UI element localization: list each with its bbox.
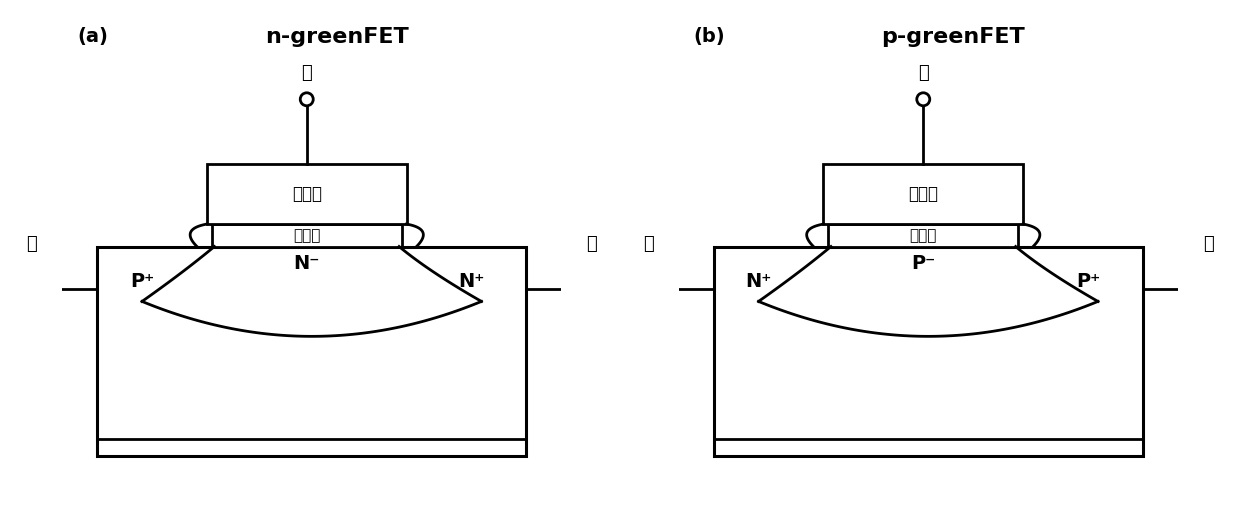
Circle shape	[916, 93, 930, 106]
Text: (a): (a)	[77, 27, 108, 46]
Text: 栊: 栊	[918, 64, 929, 82]
Bar	[212, 224, 402, 247]
Text: P⁺: P⁺	[1076, 272, 1100, 291]
Circle shape	[564, 238, 578, 250]
Bar	[714, 247, 1143, 456]
Text: p-greenFET: p-greenFET	[882, 27, 1025, 47]
Text: n-greenFET: n-greenFET	[265, 27, 408, 47]
Text: N⁻: N⁻	[294, 254, 320, 273]
Circle shape	[46, 238, 58, 250]
Text: 源: 源	[644, 235, 653, 253]
Bar	[207, 164, 407, 224]
Bar	[97, 247, 526, 456]
Bar	[823, 164, 1023, 224]
Text: P⁻: P⁻	[911, 254, 935, 273]
Text: 漏: 漏	[1203, 235, 1214, 253]
Text: N⁺: N⁺	[745, 272, 771, 291]
Text: 栊介质: 栊介质	[293, 228, 320, 243]
Text: 漏: 漏	[587, 235, 596, 253]
Text: 栊: 栊	[301, 64, 312, 82]
Circle shape	[662, 238, 676, 250]
Bar	[828, 224, 1018, 247]
Text: 栊电极: 栊电极	[908, 185, 939, 203]
Text: 源: 源	[26, 235, 37, 253]
Text: 栊介质: 栊介质	[910, 228, 937, 243]
Text: (b): (b)	[693, 27, 725, 46]
Text: P⁺: P⁺	[130, 272, 154, 291]
Circle shape	[300, 93, 314, 106]
Circle shape	[1182, 238, 1194, 250]
Text: 栊电极: 栊电极	[291, 185, 321, 203]
Text: N⁺: N⁺	[459, 272, 485, 291]
